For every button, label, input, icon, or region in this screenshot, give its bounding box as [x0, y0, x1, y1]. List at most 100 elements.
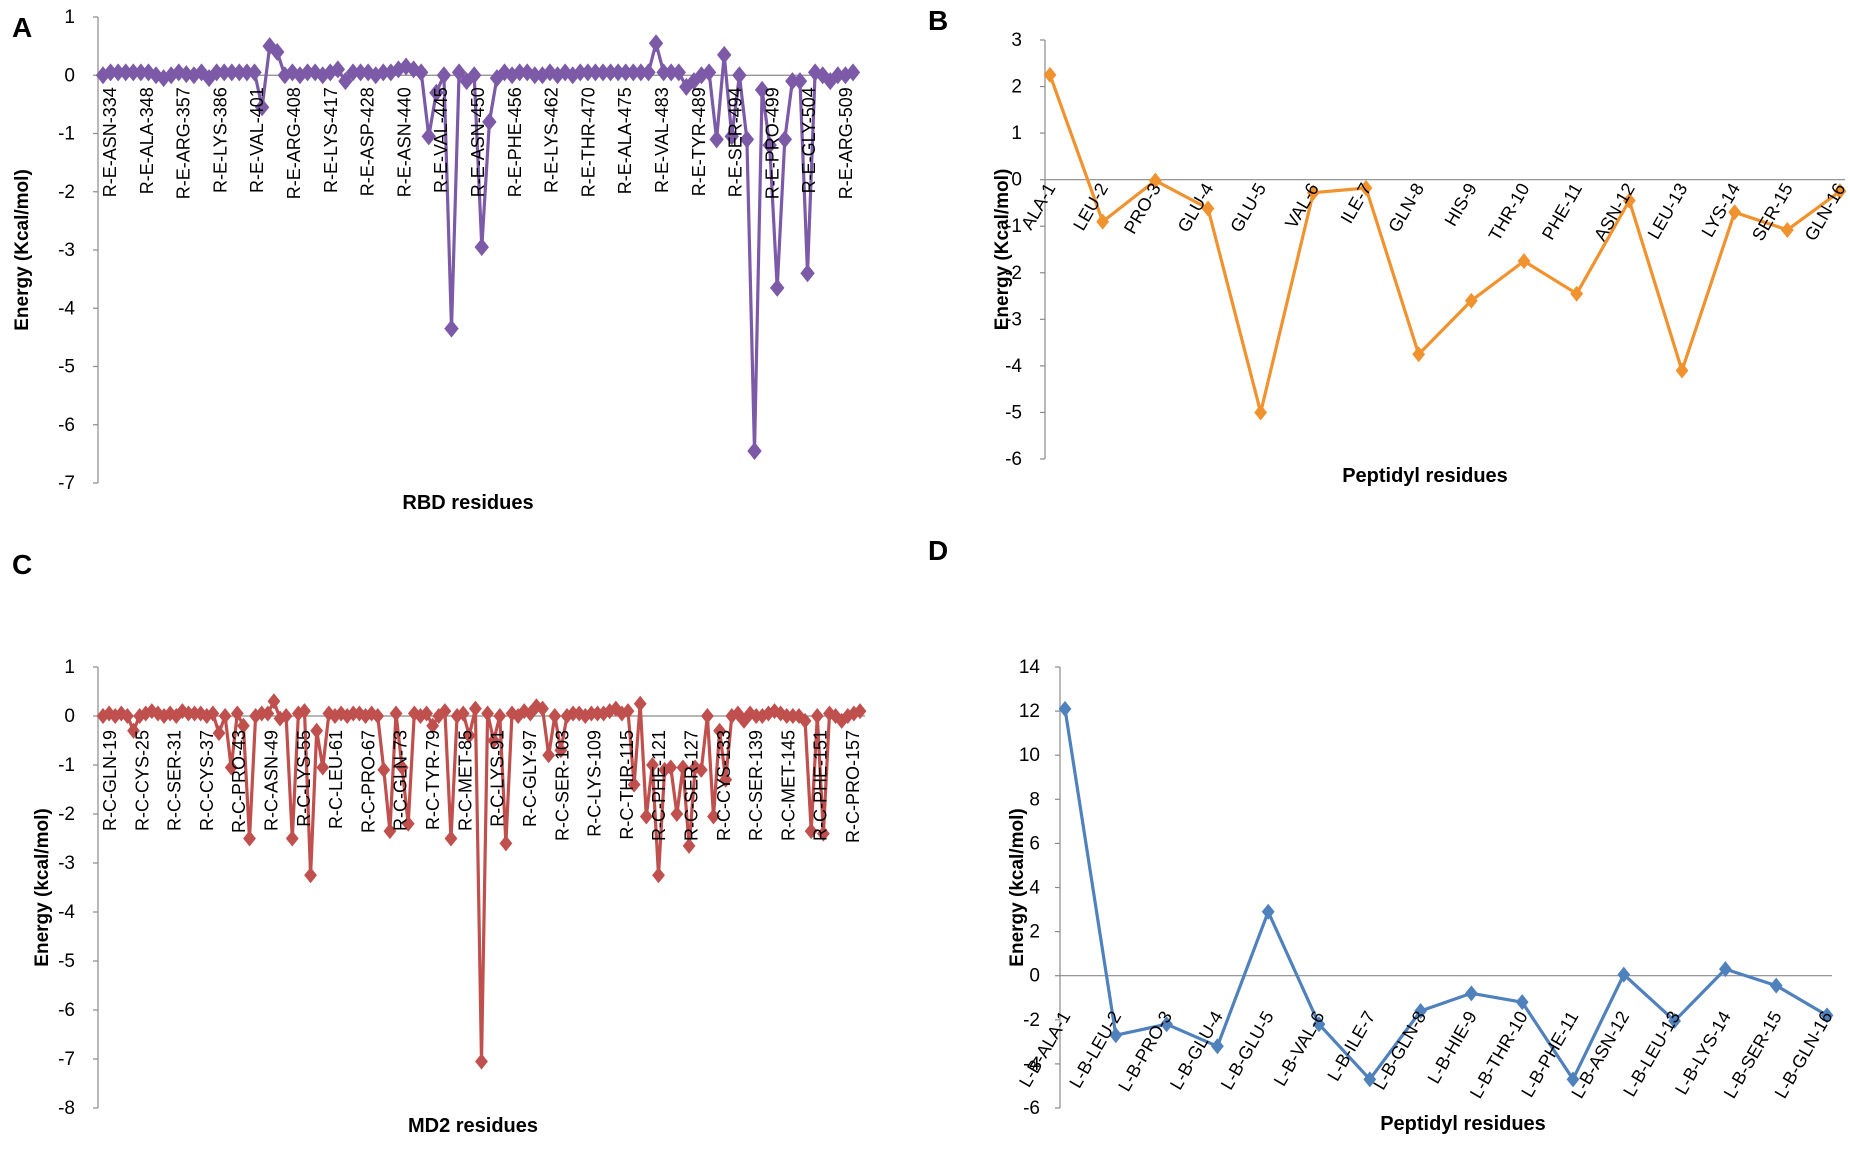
data-point [792, 72, 808, 91]
series-line [1063, 708, 1828, 1081]
x-tick-label: L-B-GLN-8 [1369, 1008, 1430, 1093]
data-point [353, 63, 368, 82]
data-point [1306, 184, 1320, 201]
x-tick-label: LEU-13 [1644, 180, 1692, 243]
data-point [536, 700, 549, 717]
x-tick-label: R-E-ASN-450 [468, 87, 488, 197]
data-point [487, 732, 501, 749]
data-point [468, 700, 482, 717]
data-point [148, 66, 164, 85]
data-point [1043, 66, 1057, 83]
data-point [285, 830, 299, 847]
y-tick-label: -5 [1005, 402, 1022, 423]
data-point [652, 867, 665, 884]
data-point [618, 63, 633, 82]
data-point [621, 703, 635, 720]
data-point [322, 705, 336, 722]
data-point [118, 63, 133, 82]
data-point [830, 66, 846, 85]
panel-letter-c: C [12, 549, 32, 580]
data-point [1359, 180, 1373, 197]
data-point [438, 703, 452, 720]
data-point [816, 825, 830, 842]
data-point [1109, 1027, 1123, 1044]
data-point [739, 130, 755, 149]
data-point [639, 808, 653, 825]
data-point [504, 66, 520, 85]
x-tick-label: L-B-LEU-2 [1065, 1008, 1125, 1092]
data-point [648, 34, 664, 53]
data-point [810, 708, 824, 724]
data-point [127, 722, 140, 739]
data-point [713, 722, 726, 739]
series-line [1048, 74, 1841, 414]
data-point [747, 441, 762, 460]
data-point [224, 759, 238, 776]
data-point [603, 63, 618, 82]
data-point [377, 761, 391, 778]
data-point [694, 761, 708, 778]
data-point [646, 757, 659, 773]
data-point [663, 63, 679, 82]
chart-panel-c: 1 0 -1 -2 -3 -4 -5 -6 -7 -8 Energy (kcal/mol) MD2 r… [32, 657, 867, 1137]
y-tick-label: 6 [1029, 833, 1040, 854]
x-axis-label: Peptidyl residues [1380, 1113, 1546, 1135]
x-tick-label: R-E-ASP-428 [358, 87, 378, 196]
y-tick-label: -4 [58, 298, 75, 319]
data-point [1769, 977, 1783, 994]
data-point [482, 112, 497, 131]
data-point [499, 835, 513, 852]
x-tick-label: R-C-LYS-55 [294, 730, 314, 827]
y-tick-label: -3 [58, 853, 75, 874]
x-tick-label: R-C-SER-127 [681, 730, 701, 841]
data-point [762, 136, 777, 155]
data-point [1617, 966, 1631, 983]
data-point [1312, 1016, 1326, 1033]
data-point [709, 130, 724, 149]
data-point [548, 708, 562, 724]
y-tick-label: 0 [1029, 966, 1040, 987]
x-tick-label: VAL-6 [1281, 180, 1323, 232]
data-point [201, 69, 217, 88]
x-tick-label: R-E-LYS-386 [210, 87, 230, 193]
x-tick-label: R-C-LEU-61 [326, 730, 346, 829]
chart-panel-a: 1 0 -1 -2 -3 -4 -5 -6 -7 Energy (Kcal/mol) RBD res… [12, 7, 861, 514]
data-point [376, 63, 391, 82]
x-tick-label: R-E-ASN-334 [100, 87, 120, 197]
data-point [426, 717, 440, 734]
data-point [444, 830, 458, 847]
y-tick-label: -2 [1005, 263, 1022, 284]
panel-letter-b: B [928, 5, 948, 36]
data-point [633, 695, 647, 712]
data-point [1668, 1012, 1681, 1029]
y-tick-label: -7 [58, 1049, 75, 1070]
x-tick-label: R-E-ARG-509 [836, 87, 856, 199]
data-point [493, 708, 507, 724]
data-point [237, 717, 250, 734]
data-point [671, 63, 686, 82]
data-point [512, 63, 527, 82]
data-point [700, 708, 714, 724]
y-tick-label: 0 [1011, 170, 1022, 191]
x-tick-label: R-C-MET-85 [455, 730, 475, 831]
data-point [395, 759, 409, 776]
x-tick-label: R-C-PRO-43 [229, 730, 249, 833]
data-point [481, 705, 495, 722]
x-tick-label: R-E-VAL-483 [652, 87, 672, 193]
data-point [815, 66, 830, 85]
data-point [456, 705, 470, 722]
x-tick-label: R-C-ASN-49 [262, 730, 282, 831]
y-tick-label: -1 [58, 124, 75, 145]
data-point [1515, 994, 1529, 1011]
data-point [194, 705, 208, 722]
chart-panel-d: 14 12 10 8 6 4 2 0 -2 -4 -6 Energy (kcal/mol) Peptid… [1007, 657, 1836, 1135]
y-axis-label: Energy (Kcal/mol) [12, 169, 33, 331]
data-point [595, 63, 611, 82]
data-point [270, 42, 285, 61]
data-point [845, 63, 861, 82]
data-point [550, 66, 565, 85]
x-tick-label: R-C-PRO-157 [843, 730, 863, 843]
data-point [420, 705, 433, 722]
data-point [1363, 1071, 1377, 1088]
y-tick-label: 8 [1029, 789, 1040, 810]
